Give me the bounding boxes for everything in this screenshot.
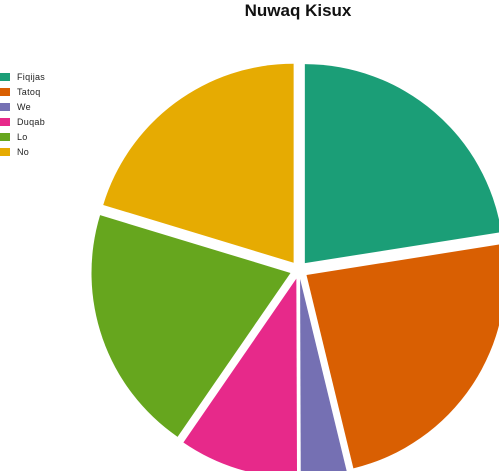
pie-slice-duqab: [183, 278, 298, 471]
legend-label: We: [17, 101, 31, 112]
legend-swatch: [0, 72, 10, 81]
legend-item-we: We: [0, 99, 45, 114]
pie-slice-no: [103, 63, 294, 263]
legend-label: No: [17, 146, 30, 157]
legend-label: Lo: [17, 131, 28, 142]
legend-item-lo: Lo: [0, 129, 45, 144]
legend-swatch: [0, 117, 10, 126]
legend-item-tatoq: Tatoq: [0, 84, 45, 99]
legend-item-fiqijas: Fiqijas: [0, 69, 45, 84]
legend-swatch: [0, 132, 10, 141]
legend-swatch: [0, 87, 10, 96]
chart-title: Nuwaq Kisux: [244, 1, 352, 20]
legend-label: Fiqijas: [17, 71, 46, 82]
pie-slice-we: [300, 278, 347, 471]
legend-label: Tatoq: [17, 86, 41, 97]
pie-slice-lo: [91, 215, 291, 437]
legend-label: Duqab: [17, 116, 46, 127]
pie-slice-fiqijas: [304, 64, 499, 264]
pie-slice-tatoq: [306, 244, 499, 469]
legend-swatch: [0, 102, 10, 111]
legend-item-duqab: Duqab: [0, 114, 45, 129]
legend-item-no: No: [0, 144, 45, 159]
legend: Fiqijas Tatoq We Duqab Lo No: [0, 69, 45, 159]
legend-swatch: [0, 147, 10, 156]
